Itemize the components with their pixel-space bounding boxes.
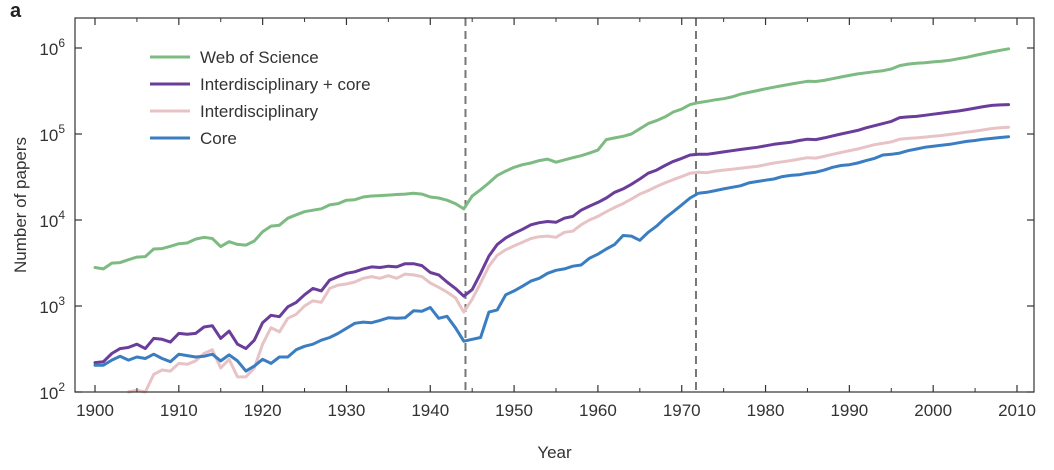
x-tick-label: 1950	[495, 401, 533, 420]
legend: Web of Science Interdisciplinary + core In…	[150, 48, 371, 148]
vertical-reference-lines	[464, 18, 697, 392]
y-tick-label: 106	[39, 36, 65, 59]
x-tick-label: 2000	[914, 401, 952, 420]
x-tick-label: 1920	[244, 401, 282, 420]
series-lines	[93, 47, 1011, 394]
x-tick-label: 1960	[579, 401, 617, 420]
y-tick-label: 102	[39, 380, 65, 403]
x-tick-label: 1900	[76, 401, 114, 420]
legend-label-3: Core	[200, 129, 237, 148]
plot-frame	[74, 17, 1035, 393]
y-tick-label: 105	[39, 122, 65, 145]
y-tick-label: 103	[39, 294, 65, 317]
axes	[74, 17, 1035, 393]
x-tick-label: 1990	[830, 401, 868, 420]
series-line-2	[127, 125, 1011, 394]
x-tick-label: 1930	[328, 401, 366, 420]
legend-label-0: Web of Science	[200, 48, 319, 67]
x-tick-label: 1970	[663, 401, 701, 420]
x-tick-label: 1910	[160, 401, 198, 420]
series-line-0	[93, 47, 1011, 271]
legend-label-1: Interdisciplinary + core	[200, 75, 371, 94]
x-tick-label: 1980	[747, 401, 785, 420]
y-axis-title: Number of papers	[11, 137, 30, 273]
x-tick-label: 1940	[411, 401, 449, 420]
x-axis-title: Year	[537, 443, 572, 462]
panel-label: a	[10, 0, 22, 22]
x-tick-label: 2010	[998, 401, 1036, 420]
legend-label-2: Interdisciplinary	[200, 102, 319, 121]
ticks: 1900 1910 1920 1930 1940 1950 1960 1970 1980 1990…	[39, 18, 1036, 420]
series-line-3	[93, 135, 1011, 373]
series-line-1	[93, 103, 1011, 365]
y-tick-label: 104	[39, 208, 65, 231]
